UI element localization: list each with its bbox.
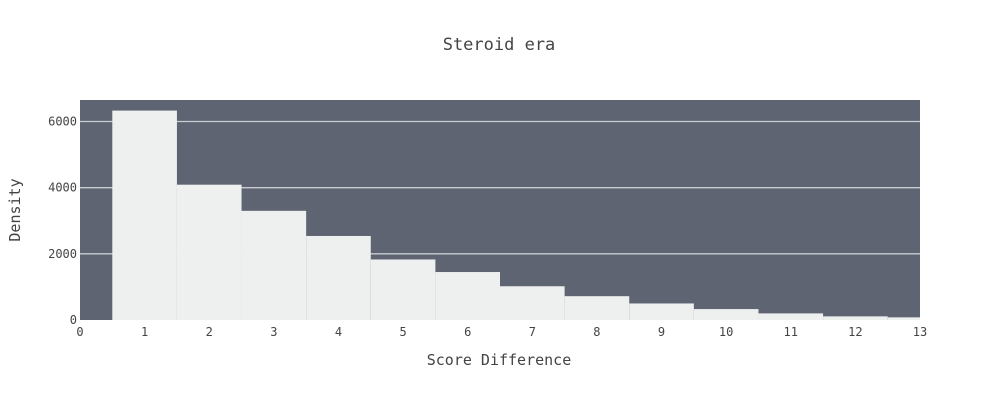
- y-tick-label-2000: 2000: [48, 247, 77, 261]
- x-tick-label-6: 6: [464, 325, 471, 339]
- x-tick-label-8: 8: [593, 325, 600, 339]
- bar-12: [823, 316, 888, 320]
- x-tick-label-0: 0: [76, 325, 83, 339]
- bar-5: [370, 259, 436, 320]
- y-axis-title: Density: [6, 178, 24, 241]
- x-tick-label-5: 5: [399, 325, 406, 339]
- chart-title: Steroid era: [443, 35, 556, 55]
- y-tick-label-4000: 4000: [48, 181, 77, 195]
- y-axis-ticks: 0 2000 4000 6000: [48, 115, 77, 327]
- bar-2: [176, 184, 242, 320]
- bar-7: [500, 286, 565, 320]
- bar-13: [887, 317, 920, 320]
- x-tick-label-9: 9: [658, 325, 665, 339]
- x-tick-label-1: 1: [141, 325, 148, 339]
- x-tick-label-10: 10: [719, 325, 733, 339]
- bar-3: [241, 210, 307, 320]
- bar-10: [693, 309, 759, 320]
- x-tick-label-12: 12: [848, 325, 862, 339]
- x-tick-label-13: 13: [913, 325, 927, 339]
- x-tick-label-2: 2: [206, 325, 213, 339]
- y-tick-label-0: 0: [70, 313, 77, 327]
- x-tick-label-11: 11: [784, 325, 798, 339]
- x-axis-title: Score Difference: [427, 351, 572, 369]
- bar-1: [112, 110, 177, 321]
- bars: [112, 110, 920, 321]
- x-axis-ticks: 0 1 2 3 4 5 6 7 8 9 10 11 12 13: [76, 325, 927, 339]
- x-tick-label-4: 4: [335, 325, 342, 339]
- y-tick-label-6000: 6000: [48, 115, 77, 129]
- x-tick-label-7: 7: [529, 325, 536, 339]
- bar-6: [435, 272, 500, 320]
- x-tick-label-3: 3: [270, 325, 277, 339]
- bar-4: [306, 235, 371, 320]
- bar-9: [629, 303, 694, 320]
- bar-11: [758, 313, 824, 320]
- bar-8: [564, 296, 630, 320]
